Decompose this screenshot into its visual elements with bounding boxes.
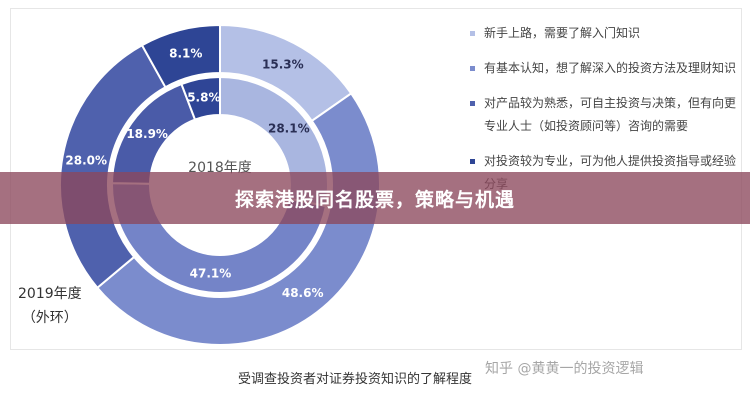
legend-swatch xyxy=(470,159,475,164)
outer-ring-label: 2019年度 （外环） xyxy=(18,282,82,330)
legend-item: 对产品较为熟悉，可自主投资与决策，但有向更专业人士（如投资顾问等）咨询的需要 xyxy=(470,92,740,138)
title-banner: 探索港股同名股票，策略与机遇 xyxy=(0,172,750,224)
legend-text: 新手上路，需要了解入门知识 xyxy=(484,26,641,40)
legend-swatch xyxy=(470,31,475,36)
inner-ring-slice-label: 18.9% xyxy=(126,127,168,141)
legend-swatch xyxy=(470,101,475,106)
outer-ring-label-line1: 2019年度 xyxy=(18,286,82,302)
watermark: 知乎 @黄黄一的投资逻辑 xyxy=(485,361,644,377)
inner-ring-slice xyxy=(180,75,221,121)
outer-ring-slice-label: 48.6% xyxy=(282,286,324,300)
outer-ring-slice xyxy=(140,23,221,89)
legend-text: 有基本认知，想了解深入的投资方法及理财知识 xyxy=(484,61,737,75)
legend-item: 有基本认知，想了解深入的投资方法及理财知识 xyxy=(470,57,740,80)
legend: 新手上路，需要了解入门知识 有基本认知，想了解深入的投资方法及理财知识 对产品较… xyxy=(470,22,740,208)
inner-ring-slice-label: 47.1% xyxy=(190,266,232,280)
outer-ring-label-line2: （外环） xyxy=(21,310,78,326)
legend-item: 新手上路，需要了解入门知识 xyxy=(470,22,740,45)
inner-ring-slice-label: 28.1% xyxy=(268,122,310,136)
banner-title: 探索港股同名股票，策略与机遇 xyxy=(234,188,515,211)
legend-swatch xyxy=(470,66,475,71)
outer-ring-slice-label: 15.3% xyxy=(262,57,304,71)
outer-ring-slice-label: 28.0% xyxy=(65,153,107,167)
inner-ring-slice-label: 5.8% xyxy=(187,90,220,104)
outer-ring-slice-label: 8.1% xyxy=(169,46,202,60)
chart-caption: 受调查投资者对证券投资知识的了解程度 xyxy=(238,372,473,387)
legend-text: 对产品较为熟悉，可自主投资与决策，但有向更专业人士（如投资顾问等）咨询的需要 xyxy=(484,96,737,133)
outer-ring-slice xyxy=(95,92,381,346)
